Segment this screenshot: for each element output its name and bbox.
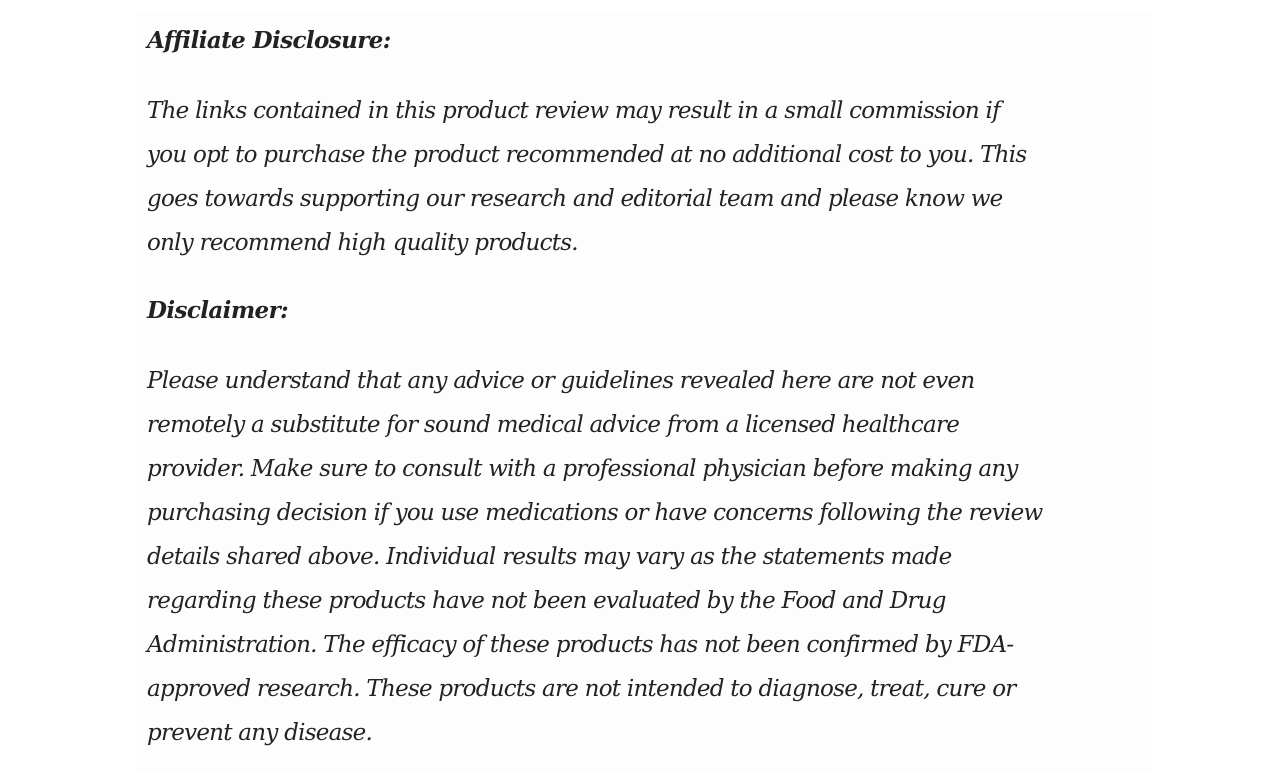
text-line: Please understand that any advice or gui… — [147, 368, 975, 394]
disclosure-box — [135, 13, 1153, 773]
text-line: approved research. These products are no… — [147, 676, 1016, 702]
affiliate-disclosure-heading: Affiliate Disclosure: — [147, 27, 391, 54]
text-line: Administration. The efficacy of these pr… — [147, 632, 1014, 658]
text-line: only recommend high quality products. — [147, 230, 579, 256]
affiliate-disclosure-text: The links contained in this product revi… — [147, 89, 1027, 265]
disclaimer-heading: Disclaimer: — [147, 297, 289, 324]
text-line: prevent any disease. — [147, 720, 373, 746]
text-line: goes towards supporting our research and… — [147, 186, 1003, 212]
text-line: provider. Make sure to consult with a pr… — [147, 456, 1018, 482]
disclaimer-text: Please understand that any advice or gui… — [147, 359, 1043, 755]
text-line: details shared above. Individual results… — [147, 544, 952, 570]
text-line: regarding these products have not been e… — [147, 588, 946, 614]
text-line: remotely a substitute for sound medical … — [147, 412, 960, 438]
text-line: purchasing decision if you use medicatio… — [147, 500, 1043, 526]
text-line: The links contained in this product revi… — [147, 98, 1001, 124]
text-line: you opt to purchase the product recommen… — [147, 142, 1027, 168]
